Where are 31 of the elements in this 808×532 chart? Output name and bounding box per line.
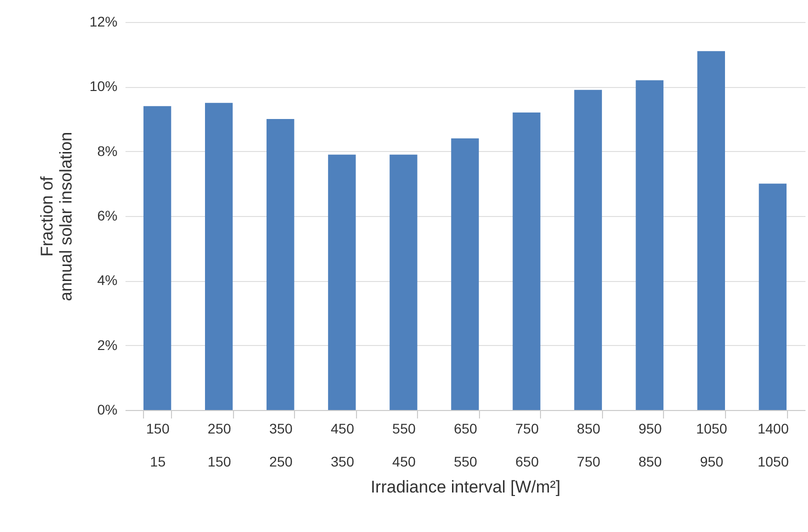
category-label: 750 650 bbox=[515, 420, 539, 470]
category-label: 550 450 bbox=[392, 420, 416, 470]
bar bbox=[451, 138, 479, 410]
y-tick-label: 2% bbox=[97, 336, 118, 353]
category-label: 250 150 bbox=[208, 420, 232, 470]
bar bbox=[512, 112, 540, 410]
bar bbox=[205, 102, 233, 410]
y-axis-title: Fraction of annual solar insolation bbox=[37, 132, 76, 302]
y-tick-label: 8% bbox=[97, 142, 118, 159]
category-label: 1400 1050 bbox=[758, 420, 789, 470]
x-axis-title: Irradiance interval [W/m²] bbox=[370, 478, 560, 496]
bar bbox=[266, 119, 294, 410]
bar bbox=[328, 154, 356, 410]
y-tick-label: 0% bbox=[97, 402, 118, 418]
bar bbox=[758, 184, 787, 410]
bar bbox=[697, 51, 725, 410]
category-label: 850 750 bbox=[576, 420, 600, 470]
category-label: 1050 950 bbox=[696, 420, 728, 470]
y-tick-label: 6% bbox=[97, 208, 118, 224]
category-label: 150 15 bbox=[146, 420, 170, 470]
category-label: 350 250 bbox=[269, 420, 293, 470]
bar bbox=[390, 154, 418, 410]
category-label: 650 550 bbox=[454, 420, 478, 470]
bar bbox=[574, 90, 602, 410]
category-label: 450 350 bbox=[330, 420, 354, 470]
bar bbox=[143, 106, 172, 410]
category-label: 950 850 bbox=[638, 420, 662, 470]
bar bbox=[636, 80, 664, 410]
y-tick-label: 4% bbox=[97, 272, 118, 288]
y-tick-label: 10% bbox=[89, 78, 118, 94]
y-tick-label: 12% bbox=[89, 14, 118, 30]
